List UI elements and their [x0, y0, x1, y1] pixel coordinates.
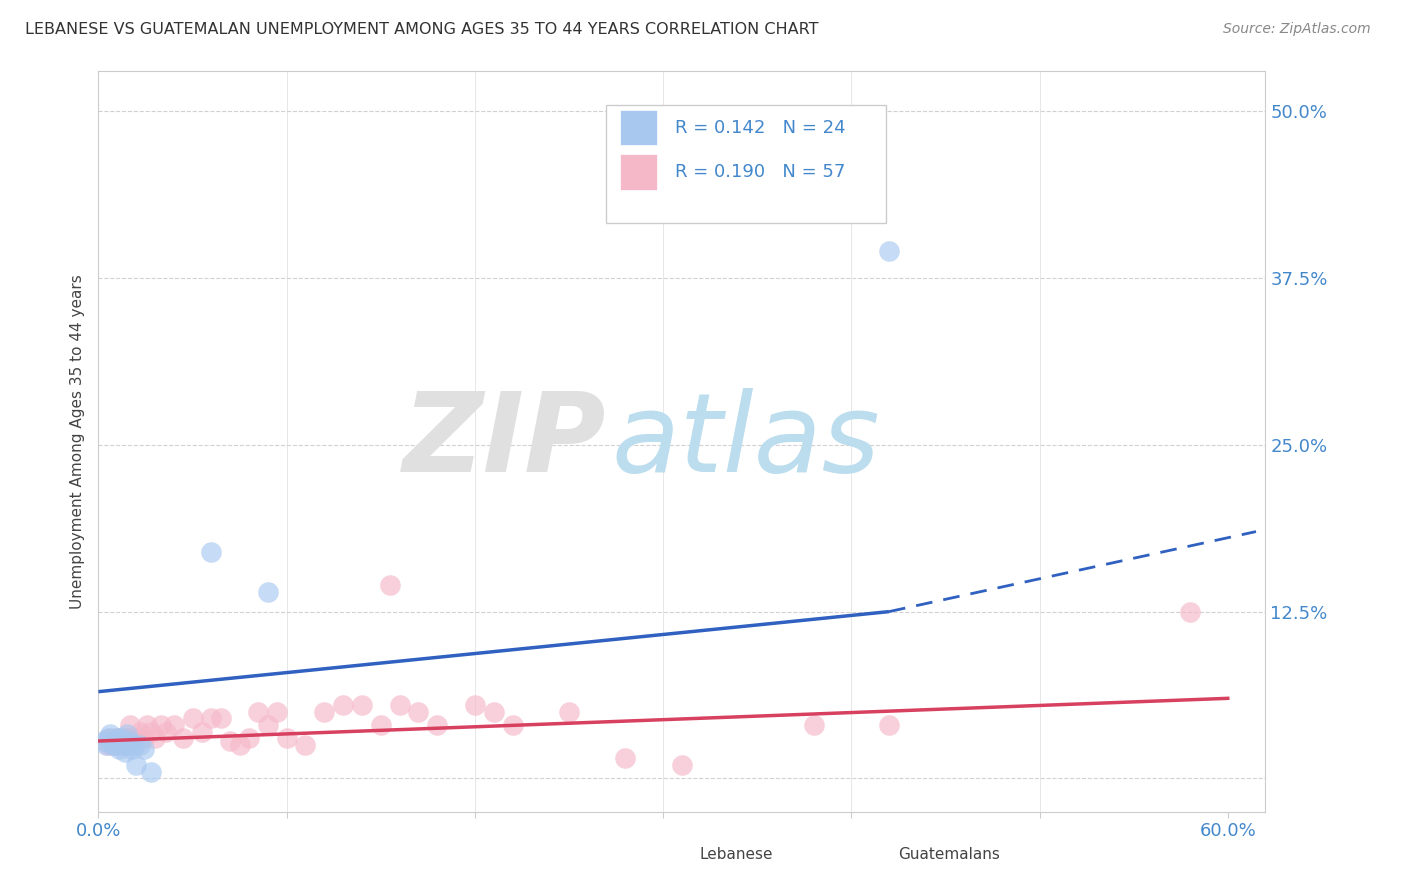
Point — [256, 718, 278, 732]
Point — [238, 731, 260, 746]
Text: atlas: atlas — [612, 388, 880, 495]
Point — [408, 705, 430, 719]
Bar — [665, 844, 690, 866]
Point — [98, 731, 121, 746]
Point — [122, 738, 145, 752]
Point — [125, 731, 148, 746]
Point — [155, 724, 177, 739]
Point — [104, 738, 127, 752]
Point — [614, 751, 637, 765]
Bar — [863, 844, 889, 866]
Point — [200, 544, 222, 558]
Point — [136, 718, 159, 732]
Point — [108, 738, 131, 752]
Point — [103, 734, 125, 748]
Point — [163, 718, 186, 732]
Point — [426, 718, 449, 732]
Point — [100, 738, 122, 752]
Point — [200, 711, 222, 725]
Text: R = 0.142   N = 24: R = 0.142 N = 24 — [675, 119, 845, 136]
Text: Guatemalans: Guatemalans — [898, 847, 1000, 863]
Point — [114, 745, 136, 759]
Point — [139, 764, 162, 779]
Point — [122, 738, 145, 752]
Text: LEBANESE VS GUATEMALAN UNEMPLOYMENT AMONG AGES 35 TO 44 YEARS CORRELATION CHART: LEBANESE VS GUATEMALAN UNEMPLOYMENT AMON… — [25, 22, 818, 37]
Point — [388, 698, 411, 712]
Point — [139, 724, 162, 739]
Point — [110, 731, 132, 746]
Point — [111, 738, 134, 752]
Text: R = 0.190   N = 57: R = 0.190 N = 57 — [675, 163, 845, 181]
Point — [350, 698, 373, 712]
Point — [110, 734, 132, 748]
Point — [464, 698, 486, 712]
Bar — [620, 154, 658, 190]
Point — [108, 742, 131, 756]
Point — [97, 731, 120, 746]
Point — [219, 734, 242, 748]
Point — [256, 584, 278, 599]
Point — [94, 738, 117, 752]
Point — [100, 738, 122, 752]
Point — [209, 711, 232, 725]
Point — [114, 731, 136, 746]
Point — [120, 734, 142, 748]
Point — [128, 738, 150, 752]
Point — [115, 727, 138, 741]
Point — [132, 731, 155, 746]
Point — [1178, 605, 1201, 619]
Point — [93, 734, 115, 748]
Text: Source: ZipAtlas.com: Source: ZipAtlas.com — [1223, 22, 1371, 37]
Point — [125, 758, 148, 772]
Point — [502, 718, 524, 732]
Point — [294, 738, 316, 752]
Point — [103, 734, 125, 748]
Point — [877, 244, 900, 259]
Point — [120, 718, 142, 732]
Point — [128, 724, 150, 739]
Point — [380, 578, 402, 592]
Point — [117, 738, 139, 752]
Point — [332, 698, 354, 712]
Point — [104, 738, 127, 752]
Point — [671, 758, 693, 772]
Point — [115, 738, 138, 752]
Point — [247, 705, 270, 719]
Point — [314, 705, 336, 719]
Point — [803, 718, 825, 732]
Point — [276, 731, 298, 746]
Point — [98, 727, 121, 741]
Point — [191, 724, 214, 739]
Point — [172, 731, 194, 746]
Point — [266, 705, 288, 719]
Point — [121, 731, 143, 746]
Point — [877, 718, 900, 732]
Point — [482, 705, 505, 719]
Point — [132, 742, 155, 756]
Point — [97, 738, 120, 752]
Point — [558, 705, 581, 719]
Point — [105, 731, 128, 746]
Point — [121, 742, 143, 756]
Point — [149, 718, 172, 732]
Point — [117, 731, 139, 746]
Point — [111, 738, 134, 752]
Point — [94, 734, 117, 748]
Point — [105, 731, 128, 746]
Point — [143, 731, 166, 746]
Point — [370, 718, 392, 732]
Point — [181, 711, 204, 725]
Text: Lebanese: Lebanese — [699, 847, 773, 863]
Bar — [606, 104, 886, 223]
Text: ZIP: ZIP — [402, 388, 606, 495]
Point — [228, 738, 250, 752]
Y-axis label: Unemployment Among Ages 35 to 44 years: Unemployment Among Ages 35 to 44 years — [69, 274, 84, 609]
Bar — [620, 110, 658, 145]
